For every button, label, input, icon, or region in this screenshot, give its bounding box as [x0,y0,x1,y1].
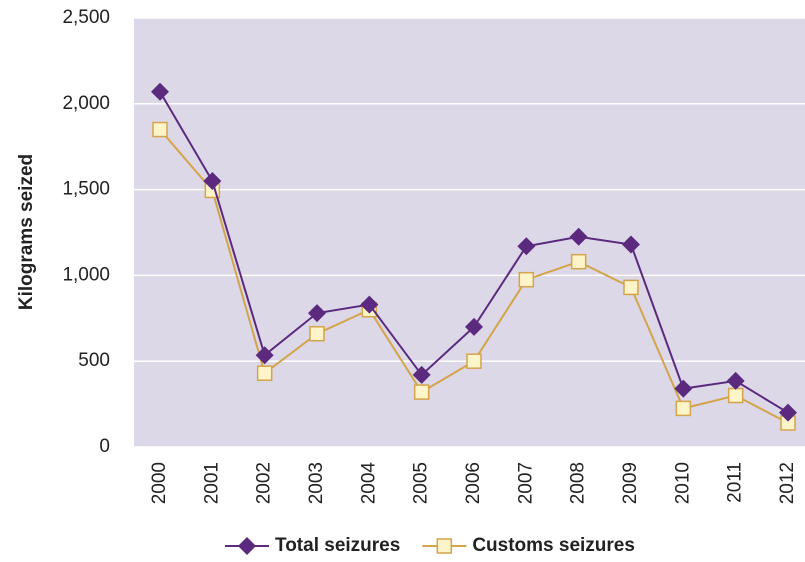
point [675,400,692,417]
point [465,317,483,336]
point [309,325,325,342]
y-tick-label: 0 [99,436,110,457]
point [412,365,431,384]
x-tick-label: 2008 [568,462,589,504]
y-tick-label: 2,000 [62,93,110,114]
point [569,227,588,246]
point [622,235,640,254]
x-tick-label: 2007 [515,462,536,504]
point [256,365,273,381]
point [308,304,326,323]
point [255,346,274,365]
point [466,353,482,369]
legend-marker [238,537,256,555]
point [203,172,222,191]
x-tick-label: 2000 [149,462,170,504]
y-tick-label: 1,500 [62,179,110,200]
point [517,237,536,256]
plot-area [134,18,805,447]
y-axis-label: Kilograms seized [16,154,37,310]
point [674,379,693,398]
point [570,253,587,270]
y-tick-label: 2,500 [62,7,110,28]
x-tick-label: 2006 [463,462,484,504]
point [518,271,535,288]
x-tick-label: 2001 [201,462,222,504]
point [779,403,797,422]
legend-marker [436,538,453,554]
y-tick-label: 500 [78,350,110,371]
point [726,371,745,390]
x-tick-label: 2003 [306,462,327,504]
point [152,121,168,138]
point [727,387,744,404]
x-tick-label: 2005 [411,462,432,504]
y-tick-label: 1,000 [62,264,110,285]
legend-label: Total seizures [275,535,400,556]
point [413,384,430,400]
x-tick-label: 2002 [254,462,275,504]
point [623,279,639,296]
point [360,295,379,314]
point [151,82,169,101]
x-tick-label: 2012 [777,462,798,504]
x-tick-label: 2011 [725,462,746,503]
x-tick-label: 2004 [358,462,379,505]
x-tick-label: 2010 [672,462,693,504]
x-tick-label: 2009 [620,462,641,504]
legend-label: Customs seizures [472,535,635,556]
